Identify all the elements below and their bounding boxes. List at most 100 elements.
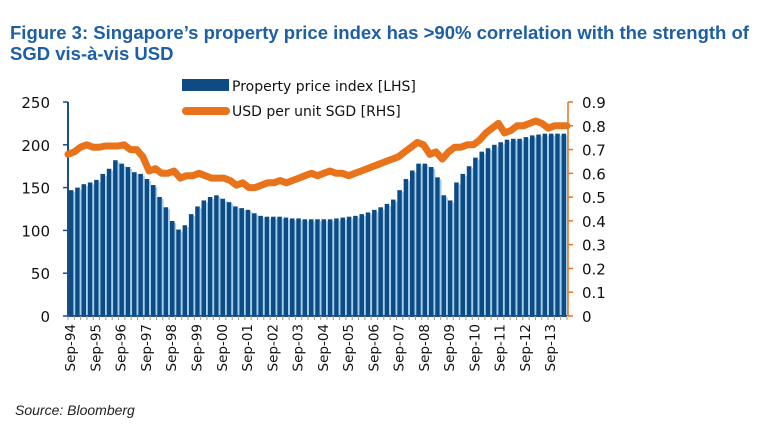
- bar-gap-highlight: [243, 210, 246, 316]
- bar-gap-highlight: [174, 222, 177, 316]
- x-tick-label: Sep-13: [543, 324, 559, 372]
- bar: [536, 134, 541, 316]
- bar: [441, 195, 447, 316]
- axes: [67, 102, 569, 320]
- left-tick-label: 100: [21, 222, 50, 240]
- bar-gap-highlight: [256, 215, 259, 316]
- bar-gap-highlight: [521, 140, 524, 316]
- bar-gap-highlight: [98, 181, 101, 316]
- bar-gap-highlight: [294, 220, 297, 316]
- bar-series-property-price-index: [68, 133, 568, 316]
- x-tick-label: Sep-05: [341, 324, 357, 372]
- bar: [384, 203, 390, 316]
- bar: [378, 207, 383, 316]
- bar: [422, 163, 428, 316]
- x-tick-label: Sep-96: [114, 324, 130, 372]
- bar-gap-highlight: [86, 186, 88, 316]
- right-tick-label: 0.9: [582, 94, 606, 112]
- bar-gap-highlight: [401, 192, 404, 316]
- bar: [138, 173, 143, 316]
- bar-gap-highlight: [553, 135, 556, 316]
- bar: [94, 179, 99, 316]
- bar: [195, 206, 200, 316]
- bar: [479, 151, 485, 316]
- x-tick-label: Sep-97: [139, 324, 155, 372]
- bar-gap-highlight: [566, 135, 568, 316]
- bar: [517, 138, 522, 316]
- bar-gap-highlight: [193, 216, 196, 316]
- bar-gap-highlight: [168, 209, 170, 316]
- bar: [498, 142, 503, 316]
- bar: [258, 215, 263, 316]
- left-tick-label: 200: [21, 137, 50, 155]
- bar: [163, 207, 169, 316]
- bar: [308, 219, 314, 316]
- bar-gap-highlight: [363, 216, 366, 316]
- bar: [296, 218, 301, 316]
- bar: [466, 166, 472, 316]
- bar: [207, 197, 213, 316]
- bar: [283, 217, 289, 316]
- x-tick-label: Sep-10: [467, 324, 483, 372]
- bar: [435, 177, 440, 316]
- bar: [81, 184, 87, 316]
- x-tick-label: Sep-07: [392, 324, 408, 372]
- bar-gap-highlight: [351, 218, 354, 316]
- bar-gap-highlight: [427, 165, 429, 316]
- right-tick-label: 0.3: [582, 237, 606, 255]
- bar-gap-highlight: [395, 201, 398, 316]
- bar-gap-highlight: [509, 141, 512, 316]
- tick-labels: 0 50 100 150 200 250 0 0.1 0.2 0.3 0.4 0.5 0.6 0.7 0.8…: [21, 94, 606, 372]
- bar-gap-highlight: [382, 209, 385, 316]
- bar: [75, 187, 80, 316]
- x-tick-label: Sep-04: [316, 324, 332, 372]
- x-tick-label: Sep-01: [240, 324, 256, 372]
- x-tick-label: Sep-08: [417, 324, 433, 372]
- bar-gap-highlight: [540, 136, 543, 316]
- bar-gap-highlight: [79, 189, 82, 316]
- x-tick-label: Sep-95: [88, 324, 104, 372]
- legend: Property price index [LHS] USD per unit …: [182, 79, 416, 120]
- bar-gap-highlight: [117, 162, 120, 316]
- figure-title: Figure 3: Singapore’s property price ind…: [10, 22, 749, 64]
- bar-gap-highlight: [408, 181, 410, 316]
- bar-gap-highlight: [218, 197, 221, 316]
- bar: [403, 179, 409, 316]
- bar: [226, 202, 232, 316]
- bar: [125, 167, 131, 316]
- bar-gap-highlight: [547, 135, 549, 316]
- bar-gap-highlight: [206, 202, 208, 316]
- bar-gap-highlight: [528, 139, 530, 316]
- bar: [220, 198, 226, 316]
- bar-gap-highlight: [515, 140, 518, 316]
- bar: [391, 199, 396, 316]
- bar-gap-highlight: [130, 169, 133, 316]
- bar: [245, 209, 251, 316]
- bar: [454, 182, 459, 316]
- bar: [327, 219, 333, 316]
- bar-gap-highlight: [187, 227, 189, 316]
- bar-gap-highlight: [269, 218, 272, 316]
- bar: [511, 138, 516, 316]
- line-series-usd-per-sgd: [64, 117, 571, 192]
- right-tick-label: 0.4: [582, 213, 606, 231]
- bar: [113, 160, 118, 316]
- bar: [150, 185, 156, 316]
- bar-gap-highlight: [123, 165, 126, 316]
- bar-gap-highlight: [357, 217, 360, 316]
- bar-gap-highlight: [559, 135, 562, 316]
- bar: [485, 148, 491, 316]
- bar: [346, 216, 352, 316]
- bar-gap-highlight: [433, 169, 436, 316]
- bar: [315, 219, 320, 316]
- bar-gap-highlight: [155, 187, 158, 316]
- bar: [264, 216, 270, 316]
- bar-gap-highlight: [477, 159, 480, 316]
- bar-gap-highlight: [142, 175, 145, 316]
- bar: [239, 208, 244, 316]
- bar: [289, 218, 295, 316]
- bar: [504, 139, 510, 316]
- bar-gap-highlight: [231, 204, 234, 316]
- bar: [529, 135, 535, 316]
- bar: [277, 216, 282, 316]
